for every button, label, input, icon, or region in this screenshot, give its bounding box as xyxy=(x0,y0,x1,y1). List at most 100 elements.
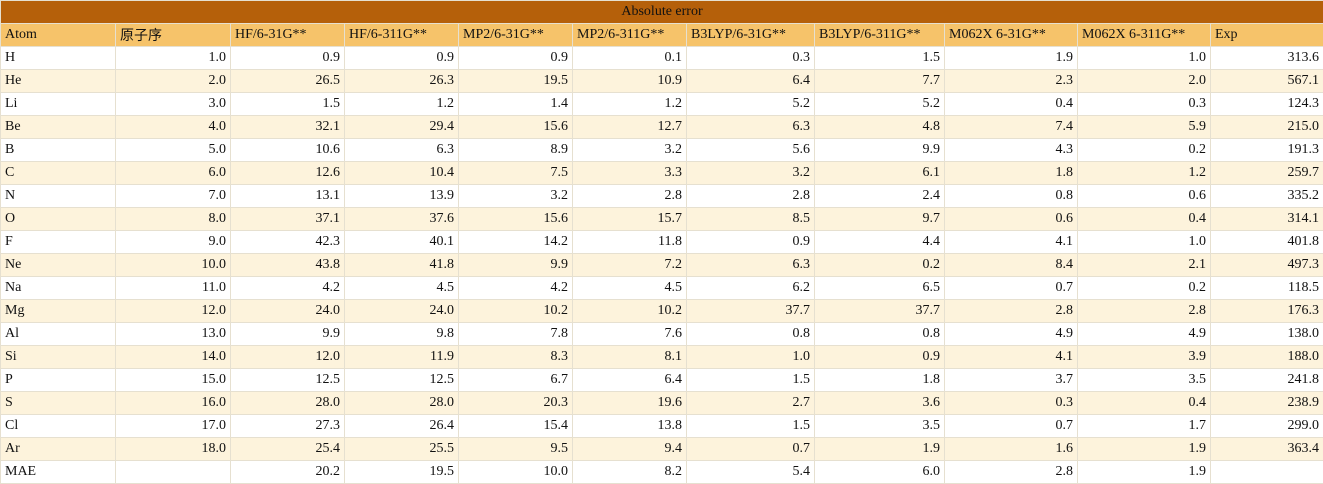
table-cell: 4.1 xyxy=(945,346,1078,369)
table-cell: 19.5 xyxy=(345,461,459,484)
column-header: M062X 6-311G** xyxy=(1078,24,1211,47)
table-cell: 1.2 xyxy=(1078,162,1211,185)
table-cell: 3.3 xyxy=(573,162,687,185)
table-cell: P xyxy=(1,369,116,392)
table-cell: 12.5 xyxy=(345,369,459,392)
table-cell: 0.3 xyxy=(945,392,1078,415)
table-cell: 37.1 xyxy=(231,208,345,231)
table-cell: 6.7 xyxy=(459,369,573,392)
table-cell: 13.1 xyxy=(231,185,345,208)
table-cell: 7.6 xyxy=(573,323,687,346)
table-cell: O xyxy=(1,208,116,231)
table-cell: 3.5 xyxy=(815,415,945,438)
table-cell: 6.5 xyxy=(815,277,945,300)
column-header: HF/6-31G** xyxy=(231,24,345,47)
table-cell: 7.0 xyxy=(116,185,231,208)
table-title: Absolute error xyxy=(1,1,1323,24)
table-cell: 29.4 xyxy=(345,116,459,139)
table-cell: H xyxy=(1,47,116,70)
table-cell: 1.0 xyxy=(1078,47,1211,70)
table-cell: 9.9 xyxy=(231,323,345,346)
table-cell: 238.9 xyxy=(1211,392,1323,415)
table-cell: 26.3 xyxy=(345,70,459,93)
table-cell: 15.7 xyxy=(573,208,687,231)
table-cell: 9.7 xyxy=(815,208,945,231)
table-cell: 0.3 xyxy=(1078,93,1211,116)
table-cell: N xyxy=(1,185,116,208)
table-cell: 11.9 xyxy=(345,346,459,369)
table-cell: 1.6 xyxy=(945,438,1078,461)
table-cell: 7.7 xyxy=(815,70,945,93)
table-cell: 9.5 xyxy=(459,438,573,461)
table-cell: 9.9 xyxy=(815,139,945,162)
table-cell: 118.5 xyxy=(1211,277,1323,300)
column-header: Atom xyxy=(1,24,116,47)
table-cell: 0.7 xyxy=(945,415,1078,438)
table-cell: 6.4 xyxy=(573,369,687,392)
table-cell: 2.8 xyxy=(945,300,1078,323)
table-cell: 13.9 xyxy=(345,185,459,208)
table-cell: 2.8 xyxy=(1078,300,1211,323)
table-cell: Mg xyxy=(1,300,116,323)
table-cell: 28.0 xyxy=(231,392,345,415)
table-cell: 37.6 xyxy=(345,208,459,231)
table-cell: B xyxy=(1,139,116,162)
table-cell: 1.5 xyxy=(687,415,815,438)
column-header: B3LYP/6-311G** xyxy=(815,24,945,47)
table-cell: 24.0 xyxy=(345,300,459,323)
table-cell: 0.7 xyxy=(945,277,1078,300)
table-cell: 2.7 xyxy=(687,392,815,415)
table-cell: 28.0 xyxy=(345,392,459,415)
table-cell: Na xyxy=(1,277,116,300)
table-cell: Be xyxy=(1,116,116,139)
table-cell: 3.0 xyxy=(116,93,231,116)
table-cell: 314.1 xyxy=(1211,208,1323,231)
table-cell: 1.0 xyxy=(687,346,815,369)
table-cell: 10.6 xyxy=(231,139,345,162)
table-cell: 5.4 xyxy=(687,461,815,484)
table-cell: 10.2 xyxy=(459,300,573,323)
table-cell: 40.1 xyxy=(345,231,459,254)
table-cell: 6.0 xyxy=(116,162,231,185)
table-cell: Ar xyxy=(1,438,116,461)
table-cell: 8.3 xyxy=(459,346,573,369)
table-cell: 3.7 xyxy=(945,369,1078,392)
table-cell: 7.2 xyxy=(573,254,687,277)
table-cell: 42.3 xyxy=(231,231,345,254)
table-cell: 4.2 xyxy=(231,277,345,300)
table-cell: 7.8 xyxy=(459,323,573,346)
table-cell: 6.3 xyxy=(687,254,815,277)
table-cell: 1.2 xyxy=(573,93,687,116)
table-cell: 12.5 xyxy=(231,369,345,392)
table-cell: 2.8 xyxy=(945,461,1078,484)
table-cell: 0.3 xyxy=(687,47,815,70)
table-cell: 3.9 xyxy=(1078,346,1211,369)
table-cell: 124.3 xyxy=(1211,93,1323,116)
table-cell: 10.4 xyxy=(345,162,459,185)
table-cell: 1.5 xyxy=(231,93,345,116)
table-cell: 8.1 xyxy=(573,346,687,369)
table-cell: 2.0 xyxy=(1078,70,1211,93)
table-cell: 3.2 xyxy=(687,162,815,185)
column-header: MP2/6-31G** xyxy=(459,24,573,47)
table-cell: 19.6 xyxy=(573,392,687,415)
table-cell: 0.4 xyxy=(1078,208,1211,231)
table-cell: F xyxy=(1,231,116,254)
table-cell: 0.9 xyxy=(459,47,573,70)
table-cell: 1.4 xyxy=(459,93,573,116)
table-cell: 138.0 xyxy=(1211,323,1323,346)
table-cell: 1.7 xyxy=(1078,415,1211,438)
table-cell: 3.5 xyxy=(1078,369,1211,392)
table-cell xyxy=(116,461,231,484)
